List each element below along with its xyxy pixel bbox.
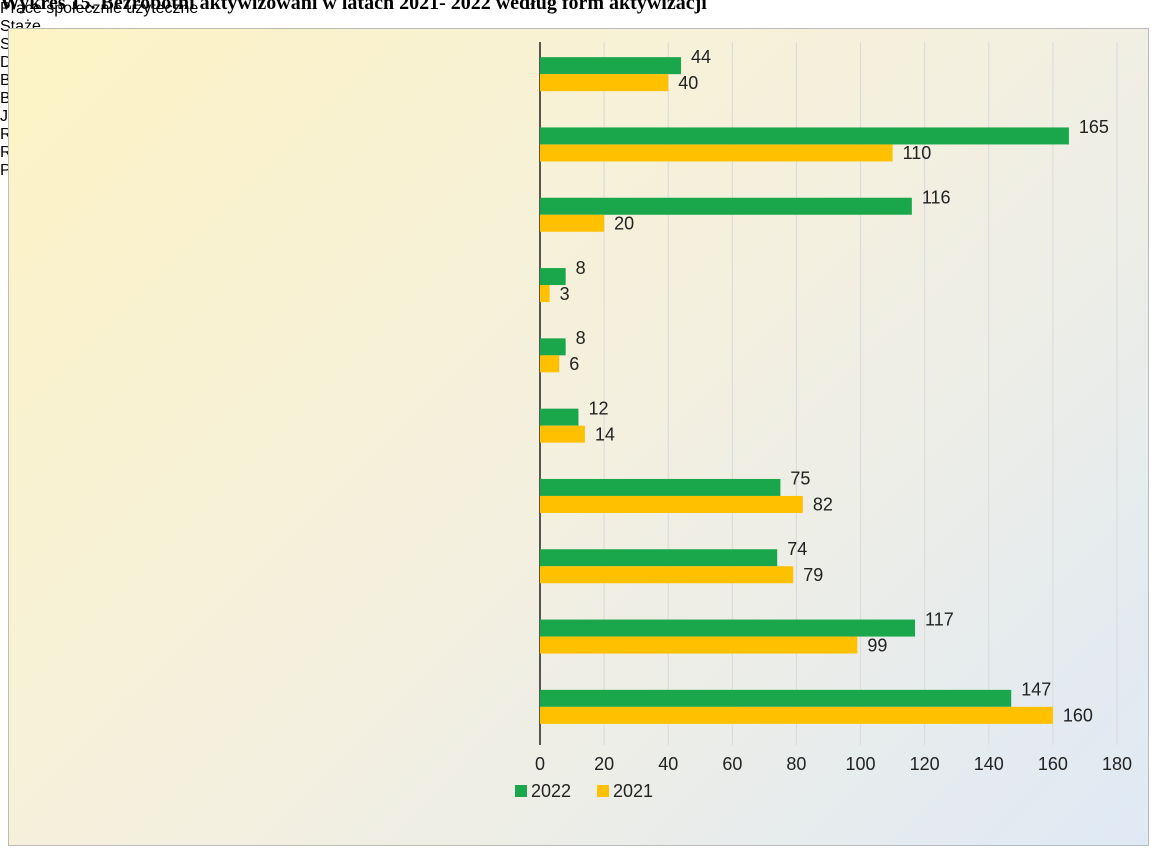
- data-label: 82: [813, 495, 833, 515]
- data-label: 40: [678, 73, 698, 93]
- data-label: 20: [614, 214, 634, 234]
- bar: [540, 495, 803, 513]
- data-label: 99: [867, 635, 887, 655]
- legend-label: 2021: [613, 781, 653, 801]
- bar: [540, 566, 794, 584]
- x-tick-label: 20: [594, 754, 614, 774]
- bar: [540, 127, 1069, 145]
- data-label: 6: [569, 354, 579, 374]
- x-tick-label: 80: [786, 754, 806, 774]
- data-label: 8: [576, 328, 586, 348]
- x-tick-label: 60: [722, 754, 742, 774]
- bar: [540, 285, 550, 303]
- x-tick-label: 0: [535, 754, 545, 774]
- data-label: 160: [1063, 706, 1093, 726]
- data-label: 110: [903, 143, 932, 163]
- x-tick-label: 160: [1038, 754, 1068, 774]
- bar: [540, 478, 781, 496]
- data-label: 12: [588, 398, 608, 418]
- legend-swatch: [597, 785, 609, 797]
- x-tick-label: 40: [658, 754, 678, 774]
- x-tick-label: 120: [910, 754, 940, 774]
- data-label: 165: [1079, 117, 1109, 137]
- data-label: 75: [790, 469, 810, 489]
- y-tick-label: Prace społecznie użyteczne: [0, 0, 199, 17]
- x-tick-label: 100: [846, 754, 876, 774]
- bar: [540, 689, 1012, 707]
- data-label: 116: [922, 188, 951, 208]
- bar: [540, 144, 893, 162]
- bar: [540, 636, 858, 654]
- bar: [540, 355, 560, 373]
- data-label: 74: [787, 539, 807, 559]
- bar: [540, 619, 916, 637]
- bar: [540, 57, 682, 75]
- chart-title: Wykres 15. Bezrobotni aktywizowani w lat…: [0, 0, 707, 14]
- data-label: 44: [691, 47, 711, 67]
- x-tick-label: 140: [974, 754, 1004, 774]
- x-tick-label: 180: [1102, 754, 1132, 774]
- bar: [540, 268, 566, 286]
- data-label: 79: [803, 565, 823, 585]
- legend-swatch: [515, 785, 527, 797]
- legend-label: 2022: [531, 781, 571, 801]
- data-label: 117: [925, 609, 954, 629]
- bar: [540, 74, 669, 92]
- data-label: 3: [560, 284, 570, 304]
- bar: [540, 197, 912, 215]
- bar: [540, 214, 605, 232]
- bar: [540, 338, 566, 356]
- bar: [540, 549, 778, 567]
- bar: [540, 425, 585, 443]
- bar: [540, 706, 1053, 724]
- data-label: 147: [1021, 680, 1051, 700]
- bar: [540, 408, 579, 426]
- data-label: 14: [595, 424, 615, 444]
- data-label: 8: [576, 258, 586, 278]
